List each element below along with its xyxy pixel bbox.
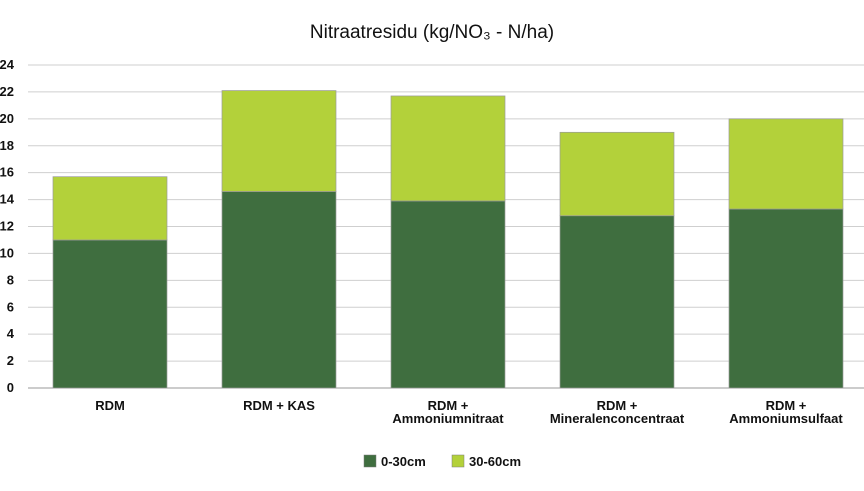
category-label: Ammoniumsulfaat — [729, 411, 843, 426]
y-tick-label: 20 — [0, 111, 14, 126]
bar-segment — [52, 239, 168, 389]
y-tick-label: 12 — [0, 219, 14, 234]
category-label: RDM + KAS — [243, 398, 315, 413]
y-tick-label: 24 — [0, 57, 15, 72]
bar-segment — [390, 200, 506, 389]
category-label: RDM + — [766, 398, 807, 413]
bar-segment — [728, 208, 844, 389]
y-tick-label: 14 — [0, 192, 15, 207]
legend: 0-30cm 30-60cm — [363, 454, 521, 469]
y-tick-label: 6 — [7, 299, 14, 314]
category-label: RDM + — [428, 398, 469, 413]
bar-segment — [221, 191, 337, 389]
legend-label: 30-60cm — [469, 454, 521, 469]
y-tick-label: 2 — [7, 353, 14, 368]
y-tick-label: 4 — [7, 326, 15, 341]
bar-segment — [559, 131, 675, 217]
bars — [52, 90, 844, 389]
y-tick-label: 16 — [0, 165, 14, 180]
category-label: RDM + — [597, 398, 638, 413]
y-tick-label: 22 — [0, 84, 14, 99]
bar-segment — [221, 90, 337, 192]
bar-segment — [52, 176, 168, 241]
y-tick-label: 18 — [0, 138, 14, 153]
y-tick-label: 8 — [7, 272, 14, 287]
legend-label: 0-30cm — [381, 454, 426, 469]
legend-swatch — [451, 454, 465, 468]
y-tick-label: 10 — [0, 245, 14, 260]
y-tick-label: 0 — [7, 380, 14, 395]
bar-segment — [559, 215, 675, 389]
category-label: RDM — [95, 398, 125, 413]
legend-swatch — [363, 454, 377, 468]
chart-title: Nitraatresidu (kg/NO₃ - N/ha) — [310, 22, 554, 43]
category-label: Ammoniumnitraat — [392, 411, 504, 426]
bar-segment — [728, 118, 844, 210]
category-label: Mineralenconcentraat — [550, 411, 685, 426]
bar-segment — [390, 95, 506, 202]
